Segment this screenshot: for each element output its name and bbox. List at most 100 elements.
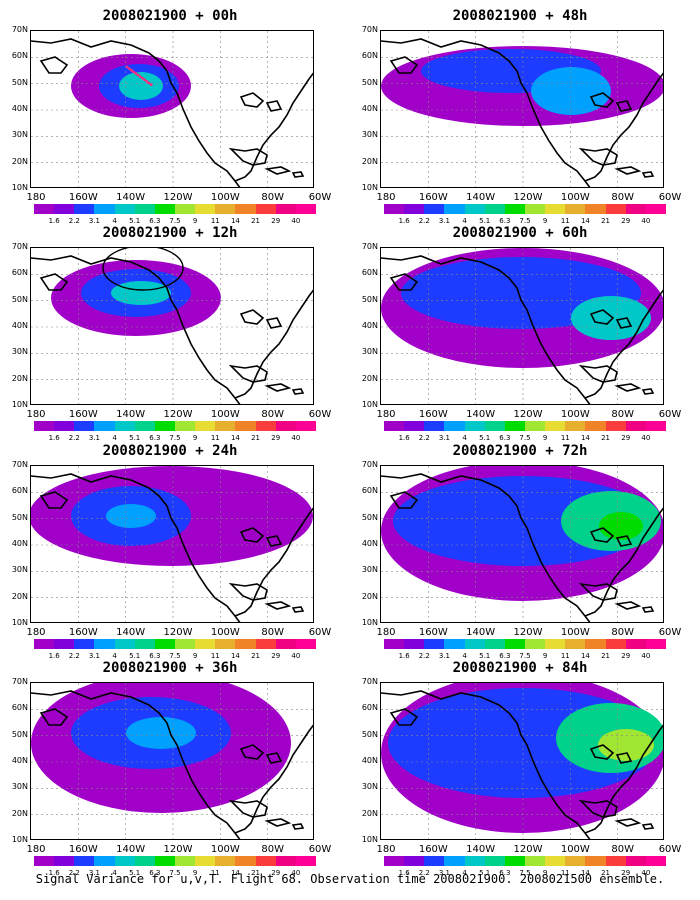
longitude-label: 60W (658, 627, 682, 638)
colorbar-swatch (134, 204, 155, 214)
coastline (31, 473, 313, 622)
panel-title: 2008021900 + 72h (452, 443, 588, 459)
longitude-label: 100W (210, 409, 240, 420)
colorbar (384, 421, 666, 431)
colorbar-swatch (255, 856, 276, 866)
longitude-label: 180 (26, 844, 46, 855)
colorbar-swatch (154, 421, 175, 431)
colorbar-swatch (154, 856, 175, 866)
latitude-label: 40N (11, 539, 28, 548)
coastline (614, 166, 655, 178)
longitude-label: 80W (261, 844, 284, 855)
longitude-label: 140W (116, 192, 146, 203)
colorbar-label: 14 (230, 869, 240, 877)
colorbar-label: 1.6 (398, 869, 410, 877)
latitude-label: 40N (11, 104, 28, 113)
colorbar-swatch (464, 204, 485, 214)
longitude-label: 100W (560, 627, 590, 638)
map-svg (381, 248, 663, 404)
coastline (381, 690, 663, 839)
colorbar-label: 9 (192, 652, 198, 660)
longitude-label: 140W (466, 409, 496, 420)
colorbar-swatch (404, 421, 425, 431)
latitude-label: 30N (11, 347, 28, 357)
coastline (389, 273, 419, 291)
latitude-label: 70N (11, 242, 28, 251)
colorbar-label: 1.6 (48, 434, 60, 442)
colorbar-swatch (625, 856, 646, 866)
colorbar-swatch (114, 204, 135, 214)
colorbar-swatch (585, 421, 606, 431)
longitude-label: 180 (26, 627, 46, 638)
latitude-label: 10N (11, 400, 28, 409)
longitude-label: 180 (376, 627, 396, 638)
colorbar-swatch (275, 856, 296, 866)
latitude-label: 50N (361, 512, 378, 522)
longitude-label: 80W (261, 192, 284, 203)
panel-title: 2008021900 + 84h (452, 660, 588, 676)
map-plot (30, 465, 314, 623)
latitude-label: 50N (11, 729, 28, 739)
colorbar-swatch (34, 204, 55, 214)
colorbar-swatch (625, 639, 646, 649)
longitude-label: 120W (163, 627, 193, 638)
colorbar-label: 2.2 (68, 869, 80, 877)
longitude-label: 100W (560, 844, 590, 855)
colorbar-label: 7.5 (519, 869, 531, 877)
colorbar-swatch (464, 856, 485, 866)
colorbar-swatch (195, 856, 216, 866)
coastline (39, 708, 69, 726)
latitude-label: 10N (361, 400, 378, 409)
colorbar-label: 21 (251, 869, 261, 877)
colorbar-swatch (444, 639, 465, 649)
longitude-label: 120W (513, 627, 543, 638)
colorbar-label: 29 (621, 869, 631, 877)
latitude-label: 20N (361, 373, 378, 383)
longitude-label: 160W (418, 409, 448, 420)
observation-point (145, 80, 149, 83)
panel-title: 2008021900 + 00h (102, 8, 238, 24)
longitude-label: 140W (466, 192, 496, 203)
colorbar-label: 1.6 (398, 434, 410, 442)
latitude-label: 50N (11, 294, 28, 304)
colorbar-label: 6.3 (149, 434, 161, 442)
map-plot (380, 247, 664, 405)
latitude-label: 60N (11, 486, 28, 496)
colorbar-label: 29 (271, 652, 281, 660)
colorbar-label: 21 (601, 869, 611, 877)
longitude-label: 100W (560, 192, 590, 203)
colorbar-swatch (605, 421, 626, 431)
colorbar-swatch (54, 421, 75, 431)
figure-caption: Signal Variance for u,v,T. Flight 68. Ob… (35, 872, 665, 886)
colorbar-label: 6.3 (149, 652, 161, 660)
colorbar-swatch (585, 204, 606, 214)
latitude-label: 50N (361, 729, 378, 739)
longitude-label: 180 (376, 844, 396, 855)
colorbar-label: 11 (210, 869, 220, 877)
colorbar-label: 29 (621, 434, 631, 442)
colorbar (384, 639, 666, 649)
colorbar-swatch (54, 204, 75, 214)
colorbar-label: 21 (251, 434, 261, 442)
colorbar-label: 14 (230, 217, 240, 225)
colorbar-label: 5.1 (129, 434, 141, 442)
latitude-label: 70N (361, 25, 378, 34)
colorbar-label: 29 (271, 434, 281, 442)
colorbar-swatch (154, 639, 175, 649)
colorbar-label: 29 (271, 217, 281, 225)
observation-point (149, 83, 153, 86)
colorbar-swatch (54, 639, 75, 649)
latitude-label: 40N (11, 321, 28, 330)
colorbar-label: 14 (580, 652, 590, 660)
colorbar-label: 5.1 (479, 217, 491, 225)
latitude-label: 10N (11, 183, 28, 192)
colorbar-label: 11 (210, 434, 220, 442)
colorbar-swatch (645, 856, 666, 866)
colorbar-label: 21 (601, 217, 611, 225)
longitude-label: 100W (210, 627, 240, 638)
colorbar-swatch (605, 204, 626, 214)
colorbar-label: 29 (271, 869, 281, 877)
colorbar-swatch (134, 856, 155, 866)
coastline (39, 56, 69, 74)
variance-shading (531, 67, 611, 115)
